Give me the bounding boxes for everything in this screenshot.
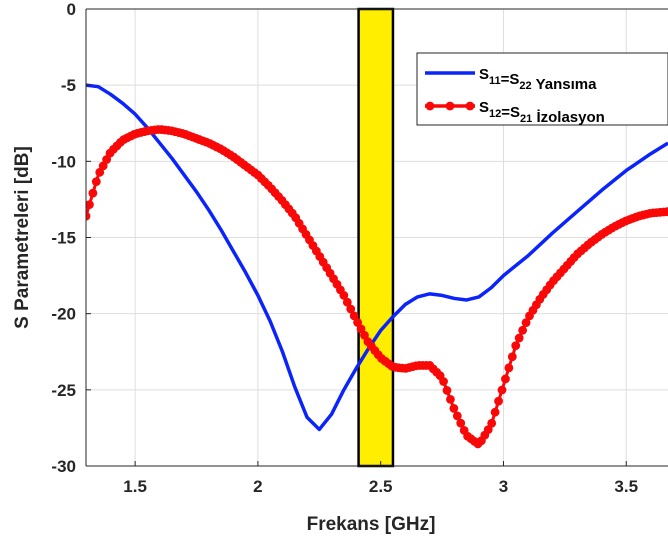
tick-labels: 1.5 2 2.5 3 3.5 0 -5 -10 -15 -20 -25 -30 xyxy=(51,0,638,496)
x-tick-label: 2.5 xyxy=(369,477,393,496)
series-point-s12 xyxy=(452,411,462,421)
legend-text-part: S xyxy=(479,99,489,116)
legend-subscript: 22 xyxy=(519,80,531,92)
series-point-s12 xyxy=(449,403,459,413)
series-point-s12 xyxy=(86,211,91,221)
legend-marker-s12 xyxy=(465,101,475,111)
legend-text-part: İzolasyon xyxy=(532,109,605,126)
legend-label-s11: S11=S22 Yansıma xyxy=(479,66,597,93)
series-point-s12 xyxy=(91,177,101,187)
series-point-s12 xyxy=(446,394,455,404)
x-tick-label: 3.5 xyxy=(614,477,638,496)
series-point-s12 xyxy=(346,304,356,314)
series-point-s12 xyxy=(501,374,510,384)
y-tick-label: -25 xyxy=(51,381,76,400)
series-point-s12 xyxy=(439,377,448,386)
series-point-s12 xyxy=(88,188,98,198)
series-point-s12 xyxy=(521,318,531,328)
y-axis-label: S Parametreleri [dB] xyxy=(12,146,33,329)
legend-subscript: 21 xyxy=(520,113,532,125)
series-point-s12 xyxy=(490,407,500,417)
plot-area xyxy=(85,7,668,468)
y-tick-label: 0 xyxy=(67,0,76,19)
series-point-s12 xyxy=(518,325,528,335)
legend-subscript: 12 xyxy=(489,108,501,120)
series-point-s12 xyxy=(662,207,668,217)
y-tick-label: -10 xyxy=(51,152,76,171)
x-tick-label: 2 xyxy=(253,477,262,496)
series-point-s12 xyxy=(511,341,521,351)
series-point-s12 xyxy=(442,386,452,395)
y-tick-label: -20 xyxy=(51,305,76,324)
series-point-s12 xyxy=(487,418,497,428)
y-tick-label: -15 xyxy=(51,229,76,248)
series-point-s12 xyxy=(342,297,352,307)
legend-subscript: 11 xyxy=(489,75,501,87)
x-tick-label: 3 xyxy=(499,477,508,496)
series-point-s12 xyxy=(497,385,507,395)
series-point-s12 xyxy=(507,352,517,362)
legend-text-part: =S xyxy=(501,71,520,88)
y-tick-label: -5 xyxy=(61,76,76,95)
x-tick-label: 1.5 xyxy=(123,477,147,496)
series-point-s12 xyxy=(494,396,503,406)
series-point-s12 xyxy=(504,363,514,373)
series-point-s12 xyxy=(339,290,349,300)
series-point-s12 xyxy=(86,200,94,210)
series-point-s12 xyxy=(456,418,466,428)
series-group xyxy=(86,83,668,449)
legend-text-part: Yansıma xyxy=(532,76,597,93)
legend-marker-s12 xyxy=(445,101,455,111)
legend-label-s12: S12=S21 İzolasyon xyxy=(479,99,605,126)
x-axis-label: Frekans [GHz] xyxy=(307,514,436,535)
series-line-s11 xyxy=(86,83,668,432)
series-point-s12 xyxy=(349,311,359,321)
legend-box xyxy=(416,52,668,126)
y-tick-label: -30 xyxy=(51,457,76,476)
legend-text-part: S xyxy=(479,66,489,83)
highlight-band xyxy=(357,7,395,468)
legend-marker-s12 xyxy=(425,101,435,111)
series-point-s12 xyxy=(514,333,524,343)
legend-text-part: =S xyxy=(501,104,520,121)
